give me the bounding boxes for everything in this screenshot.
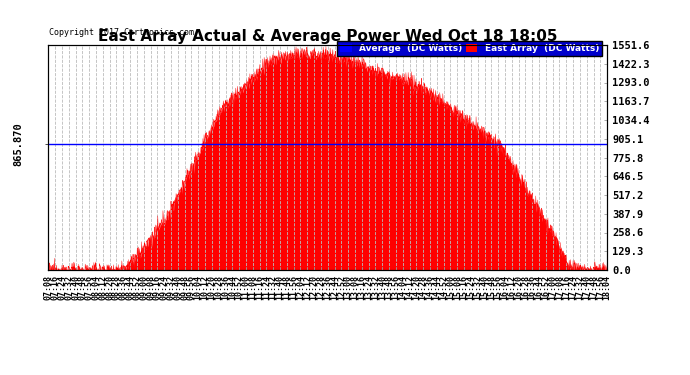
Legend: Average  (DC Watts), East Array  (DC Watts): Average (DC Watts), East Array (DC Watts… [337,41,602,56]
Text: Copyright 2017 Cartronics.com: Copyright 2017 Cartronics.com [49,28,194,37]
Text: 865.870: 865.870 [13,123,23,166]
Title: East Array Actual & Average Power Wed Oct 18 18:05: East Array Actual & Average Power Wed Oc… [98,29,558,44]
